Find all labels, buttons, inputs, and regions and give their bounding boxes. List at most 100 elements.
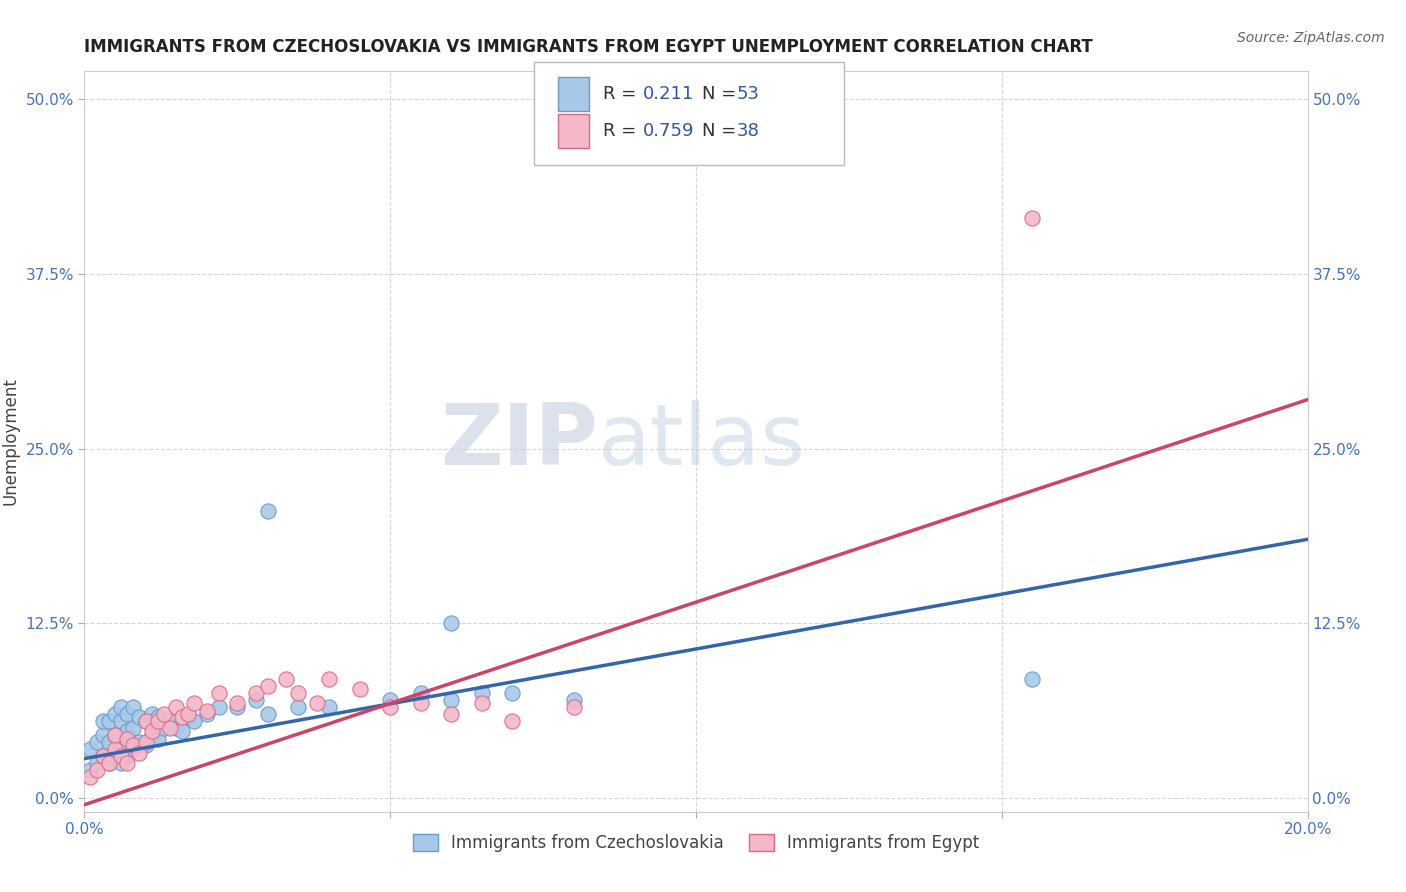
Point [195, 704, 218, 718]
Point [208, 686, 231, 700]
Point [305, 696, 328, 710]
Point [245, 693, 267, 707]
Point [97, 735, 120, 749]
Point [409, 696, 432, 710]
Point [104, 748, 127, 763]
Point [440, 616, 463, 631]
Point [115, 732, 138, 747]
Point [110, 756, 132, 770]
Point [183, 714, 205, 728]
Point [104, 706, 127, 721]
Point [79, 742, 101, 756]
Point [245, 686, 267, 700]
Point [226, 696, 249, 710]
Point [287, 686, 309, 700]
Point [128, 735, 150, 749]
Point [79, 763, 101, 777]
Point [141, 728, 163, 742]
Point [115, 723, 138, 738]
Point [91, 748, 114, 763]
Point [318, 672, 340, 686]
Point [135, 735, 157, 749]
Point [135, 714, 157, 728]
Point [183, 696, 205, 710]
Point [409, 686, 432, 700]
Point [79, 770, 101, 784]
Point [153, 721, 176, 735]
Point [257, 504, 280, 518]
Point [115, 706, 138, 721]
Point [208, 700, 231, 714]
Point [104, 728, 127, 742]
Point [86, 756, 108, 770]
Point [471, 686, 494, 700]
Point [177, 706, 200, 721]
Text: 38: 38 [737, 122, 759, 140]
Point [91, 728, 114, 742]
Point [86, 763, 108, 777]
Text: N =: N = [702, 85, 741, 103]
Point [349, 681, 371, 696]
Point [141, 723, 163, 738]
Point [122, 700, 145, 714]
Point [135, 738, 157, 752]
Point [440, 706, 463, 721]
Point [172, 723, 194, 738]
Point [146, 732, 169, 747]
Text: ZIP: ZIP [440, 400, 598, 483]
Point [276, 672, 298, 686]
Text: Source: ZipAtlas.com: Source: ZipAtlas.com [1237, 31, 1385, 45]
Y-axis label: Unemployment: Unemployment [1, 377, 20, 506]
Point [165, 721, 187, 735]
Point [380, 700, 402, 714]
Text: atlas: atlas [598, 400, 806, 483]
Point [128, 746, 150, 760]
Point [128, 710, 150, 724]
Point [165, 700, 187, 714]
Point [440, 693, 463, 707]
Point [146, 714, 169, 728]
Point [177, 710, 200, 724]
Point [287, 700, 309, 714]
Point [562, 693, 585, 707]
Point [110, 735, 132, 749]
Point [110, 700, 132, 714]
Point [159, 714, 181, 728]
Point [502, 686, 524, 700]
Point [122, 738, 145, 752]
Text: 0.759: 0.759 [643, 122, 695, 140]
Point [122, 742, 145, 756]
Point [1021, 672, 1043, 686]
Point [110, 714, 132, 728]
Point [153, 706, 176, 721]
Point [502, 714, 524, 728]
Point [115, 748, 138, 763]
Legend: Immigrants from Czechoslovakia, Immigrants from Egypt: Immigrants from Czechoslovakia, Immigran… [406, 828, 986, 859]
Point [380, 693, 402, 707]
Point [110, 748, 132, 763]
Point [257, 679, 280, 693]
Point [104, 742, 127, 756]
Point [159, 721, 181, 735]
Point [97, 756, 120, 770]
Text: 53: 53 [737, 85, 759, 103]
Point [195, 706, 218, 721]
Point [141, 706, 163, 721]
Point [257, 706, 280, 721]
Point [226, 700, 249, 714]
Point [91, 714, 114, 728]
Text: R =: R = [603, 122, 643, 140]
Point [86, 735, 108, 749]
Text: IMMIGRANTS FROM CZECHOSLOVAKIA VS IMMIGRANTS FROM EGYPT UNEMPLOYMENT CORRELATION: IMMIGRANTS FROM CZECHOSLOVAKIA VS IMMIGR… [84, 38, 1092, 56]
Point [97, 756, 120, 770]
Point [172, 710, 194, 724]
Point [562, 700, 585, 714]
Point [91, 748, 114, 763]
Text: 0.211: 0.211 [643, 85, 693, 103]
Text: R =: R = [603, 85, 643, 103]
Point [115, 756, 138, 770]
Point [318, 700, 340, 714]
Point [146, 710, 169, 724]
Point [104, 728, 127, 742]
Point [135, 714, 157, 728]
